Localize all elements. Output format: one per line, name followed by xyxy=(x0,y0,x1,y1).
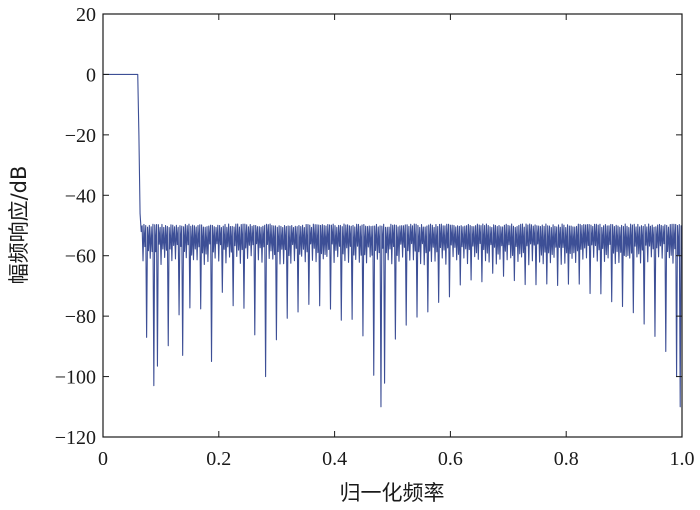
y-tick-label: −40 xyxy=(65,185,96,207)
x-axis: 0 0.2 0.4 0.6 0.8 1.0 xyxy=(98,14,695,470)
x-axis-title: 归一化频率 xyxy=(340,481,445,505)
x-tick-label: 0.6 xyxy=(438,448,463,470)
x-tick-label: 0.2 xyxy=(206,448,231,470)
response-curve xyxy=(103,73,683,408)
y-axis: 20 0 −20 −40 −60 −80 −100 −120 xyxy=(55,4,682,449)
y-tick-label: −100 xyxy=(55,367,96,389)
plot-frame xyxy=(102,13,683,438)
y-tick-label: −80 xyxy=(65,306,96,328)
y-tick-label: 20 xyxy=(76,4,96,26)
y-tick-label: 0 xyxy=(86,64,96,86)
y-axis-title: 幅频响应/dB xyxy=(7,166,31,285)
x-tick-label: 0.8 xyxy=(554,448,579,470)
x-tick-label: 1.0 xyxy=(670,448,695,470)
y-tick-label: −60 xyxy=(65,246,96,268)
y-tick-label: −20 xyxy=(65,125,96,147)
x-tick-label: 0 xyxy=(98,448,108,470)
y-tick-label: −120 xyxy=(55,427,96,449)
x-tick-label: 0.4 xyxy=(322,448,347,470)
